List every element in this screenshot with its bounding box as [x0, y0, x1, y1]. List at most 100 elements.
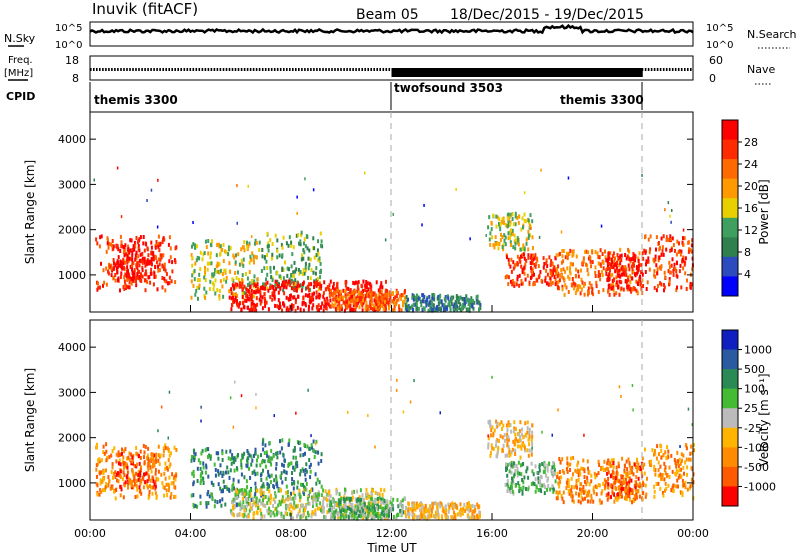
- echo-cell: [489, 231, 492, 236]
- echo-cell: [667, 237, 670, 242]
- echo-cell: [529, 260, 532, 265]
- echo-cell: [132, 473, 135, 478]
- echo-cell: [116, 261, 119, 266]
- echo-cell: [317, 494, 320, 499]
- echo-cell: [459, 502, 462, 507]
- echo-cell: [526, 273, 529, 278]
- echo-cell: [438, 296, 441, 301]
- echo-cell: [190, 279, 193, 284]
- echo-cell: [647, 259, 650, 264]
- cpid-segment-1: themis 3300: [94, 93, 178, 107]
- echo-cell: [298, 241, 301, 246]
- echo-cell: [247, 514, 250, 519]
- echo-cell: [608, 261, 611, 266]
- echo-cell: [302, 308, 305, 313]
- echo-cell: [657, 473, 660, 478]
- echo-cell: [408, 514, 411, 519]
- echo-cell: [556, 274, 559, 279]
- echo-cell: [243, 298, 246, 303]
- echo-cell: [495, 419, 498, 424]
- echo-cell: [194, 292, 197, 297]
- echo-cell: [168, 235, 171, 240]
- frequency-panel: Freq. [MHz] 18 8 60 0 Nave: [4, 54, 775, 85]
- echo-cell: [152, 485, 155, 490]
- echo-cell: [606, 267, 609, 271]
- echo-cell: [342, 295, 345, 300]
- echo-cell: [587, 286, 590, 291]
- echo-cell: [248, 308, 251, 313]
- echo-cell: [422, 512, 425, 517]
- echo-cell: [507, 257, 510, 262]
- echo-cell: [253, 254, 256, 259]
- echo-cell: [618, 274, 621, 279]
- echo-cell: [273, 289, 276, 294]
- echo-cell: [530, 482, 533, 487]
- echo-cell: [353, 281, 356, 286]
- echo-cell: [308, 288, 311, 293]
- echo-cell: [404, 510, 407, 515]
- echo-cell: [444, 512, 447, 517]
- station-title: Inuvik (fitACF): [92, 0, 198, 18]
- echo-cell: [140, 491, 143, 496]
- echo-cell: [681, 257, 684, 262]
- echo-cell: [203, 251, 206, 255]
- echo-cell: [190, 458, 193, 463]
- echo-cell: [421, 307, 424, 312]
- echo-cell: [342, 496, 345, 501]
- echo-cell: [298, 271, 301, 276]
- echo-cell: [121, 266, 124, 271]
- echo-cell: [375, 280, 378, 285]
- echo-cell: [299, 239, 302, 244]
- echo-cell: [132, 261, 135, 266]
- echo-cell: [683, 262, 686, 267]
- echo-cell: [431, 296, 434, 301]
- echo-cell: [157, 178, 159, 182]
- echo-cell: [662, 234, 665, 239]
- echo-cell: [664, 450, 667, 455]
- echo-cell: [435, 306, 438, 311]
- echo-cell: [262, 282, 264, 287]
- echo-cell: [468, 508, 471, 513]
- echo-cell: [369, 282, 372, 287]
- echo-cell: [668, 474, 671, 479]
- echo-cell: [473, 300, 476, 305]
- echo-cell: [379, 514, 382, 518]
- echo-cell: [412, 302, 415, 307]
- echo-cell: [637, 476, 640, 481]
- echo-cell: [610, 257, 613, 262]
- freq-mark: [222, 68, 225, 71]
- echo-cell: [283, 291, 286, 296]
- echo-cell: [617, 495, 620, 500]
- echo-cell: [251, 281, 254, 286]
- echo-cell: [640, 263, 643, 268]
- echo-cell: [611, 272, 614, 277]
- echo-cell: [420, 501, 423, 505]
- echo-cell: [308, 296, 311, 301]
- echo-cell: [602, 468, 605, 472]
- noise-right-label: N.Search: [747, 28, 797, 41]
- echo-cell: [236, 270, 239, 275]
- echo-cell: [159, 242, 162, 247]
- echo-cell: [622, 271, 625, 276]
- echo-cell: [367, 287, 370, 292]
- echo-cell: [140, 479, 143, 484]
- echo-cell: [538, 463, 541, 468]
- echo-cell: [308, 490, 311, 494]
- echo-cell: [524, 262, 527, 267]
- echo-cell: [610, 458, 613, 463]
- echo-cell: [591, 287, 594, 292]
- echo-cell: [105, 449, 108, 454]
- echo-cell: [506, 463, 509, 467]
- echo-cell: [251, 506, 254, 511]
- echo-cell: [600, 491, 603, 496]
- echo-cell: [385, 293, 388, 298]
- echo-cell: [356, 505, 359, 509]
- echo-cell: [248, 491, 251, 496]
- echo-cell: [434, 514, 437, 519]
- echo-cell: [305, 234, 308, 239]
- echo-cell: [384, 506, 387, 511]
- freq-mark: [225, 68, 228, 71]
- echo-cell: [343, 512, 346, 517]
- echo-cell: [621, 272, 623, 277]
- freq-mark: [276, 68, 279, 71]
